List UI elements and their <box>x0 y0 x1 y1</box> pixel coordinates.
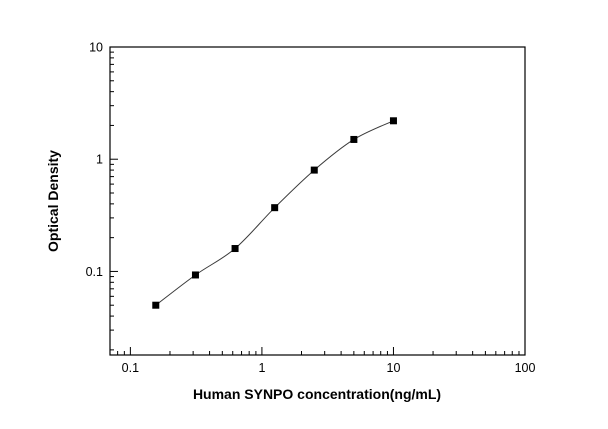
data-point-marker <box>389 117 397 125</box>
fit-curve <box>155 120 394 306</box>
x-tick-label: 0.1 <box>122 361 139 375</box>
data-point-marker <box>350 135 358 143</box>
x-axis-title: Human SYNPO concentration(ng/mL) <box>193 386 441 402</box>
y-tick-label: 10 <box>89 41 103 55</box>
y-tick-label: 0.1 <box>86 265 103 279</box>
data-series <box>152 117 397 309</box>
y-tick-label: 1 <box>96 153 103 167</box>
plot-frame-box <box>109 46 526 356</box>
x-tick-label: 1 <box>258 361 265 375</box>
data-point-marker <box>152 301 160 309</box>
data-point-marker <box>231 245 239 253</box>
x-tick-label: 10 <box>387 361 401 375</box>
y-axis-title: Optical Density <box>45 150 61 252</box>
data-point-marker <box>271 204 279 212</box>
axis-ticks <box>109 46 526 355</box>
axis-tick-labels: 0.1 1 10 100 0.1 1 10 <box>86 41 536 376</box>
data-point-marker <box>310 166 318 174</box>
x-tick-label: 100 <box>515 361 536 375</box>
plot-frame <box>109 46 526 356</box>
data-point-marker <box>191 271 199 279</box>
